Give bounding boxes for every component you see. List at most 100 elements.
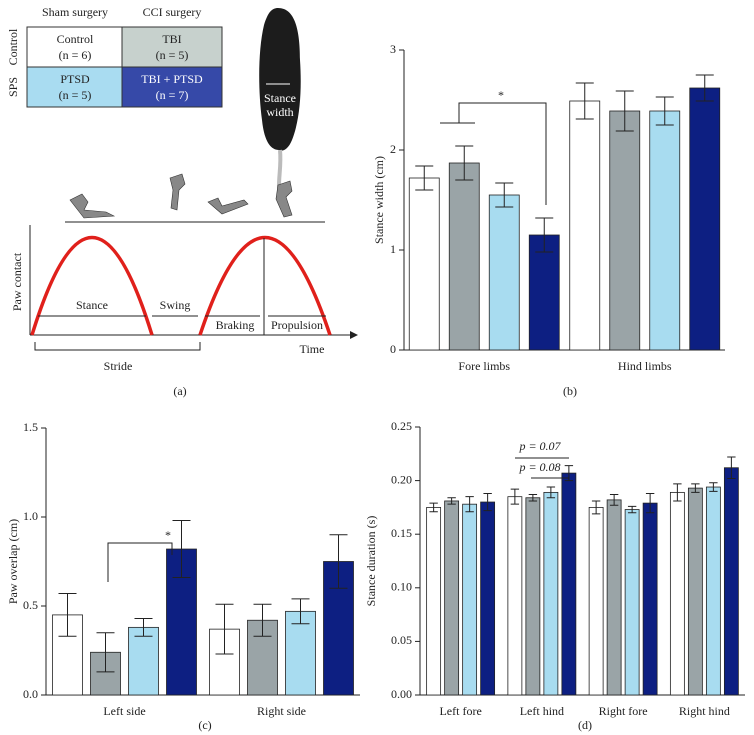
row-header: SPS: [6, 77, 20, 97]
x-tick-label: Right hind: [679, 704, 730, 718]
cell: [121, 26, 223, 68]
group-table: Sham surgery CCI surgery Control SPS Con…: [6, 5, 223, 108]
panel-label: (b): [563, 384, 577, 398]
gait-diagram: Stance Swing Braking Propulsion Time Paw…: [10, 173, 358, 373]
error-bar: [495, 182, 514, 208]
error-bar: [291, 598, 310, 625]
y-tick-label: 0.05: [391, 633, 412, 647]
bar: [285, 610, 316, 696]
cell-n: (n = 6): [59, 48, 92, 62]
error-bar: [58, 593, 77, 637]
error-bar: [691, 483, 700, 493]
x-tick-label: Left hind: [520, 704, 564, 718]
panel-label: (c): [198, 718, 211, 732]
cell: [121, 66, 223, 108]
significance-bracket: [107, 542, 173, 582]
bar: [426, 506, 442, 696]
row-header: Control: [6, 28, 20, 65]
y-tick-label: 0.15: [391, 526, 412, 540]
bar: [128, 626, 159, 696]
panel-label: (a): [173, 384, 186, 398]
cell-label: Control: [57, 32, 94, 46]
bar: [528, 234, 560, 351]
annotation: *: [498, 88, 504, 102]
bar: [687, 487, 703, 696]
y-tick-label: 0.5: [23, 598, 38, 612]
cell-n: (n = 7): [156, 88, 189, 102]
y-tick-label: 1.0: [23, 509, 38, 523]
y-tick-label: 0.25: [391, 419, 412, 433]
error-bar: [709, 482, 718, 492]
bar: [569, 100, 601, 351]
x-axis-label: Time: [300, 342, 325, 356]
y-axis-label: Stance width (cm): [372, 156, 386, 244]
cell-label: TBI + PTSD: [141, 72, 203, 86]
bar: [669, 491, 685, 696]
cell: [26, 26, 123, 68]
bar: [609, 110, 641, 351]
y-tick-label: 1.5: [23, 420, 38, 434]
error-bar: [528, 494, 538, 502]
y-axis-label: Stance duration (s): [364, 516, 378, 607]
photo-label: Stance: [264, 91, 296, 105]
cell-n: (n = 5): [156, 48, 189, 62]
cell: [26, 66, 123, 108]
cycle-label: Stride: [104, 359, 133, 373]
error-bar: [535, 217, 554, 253]
x-tick-label: Left side: [103, 704, 145, 718]
paw-icons: [69, 173, 293, 219]
y-tick-label: 0.20: [391, 472, 412, 486]
bar: [606, 499, 622, 696]
y-tick-label: 1: [390, 242, 396, 256]
error-bar: [591, 500, 601, 515]
axis-arrow: [350, 331, 358, 339]
x-tick-label: Fore limbs: [458, 359, 510, 373]
panel-label: (d): [578, 718, 592, 732]
bar: [408, 177, 440, 351]
error-bar: [429, 502, 438, 513]
error-bar: [609, 494, 619, 506]
error-bar: [645, 492, 655, 514]
stance-curve: [198, 235, 332, 336]
error-bar: [655, 96, 674, 126]
y-tick-label: 0: [390, 342, 396, 356]
bar: [649, 110, 681, 351]
y-tick-label: 2: [390, 142, 396, 156]
rat-body: [259, 8, 301, 151]
y-axis-label: Paw contact: [10, 252, 24, 311]
error-bar: [546, 486, 556, 499]
bar: [561, 472, 577, 696]
y-tick-label: 0.10: [391, 580, 412, 594]
stride-brace: [34, 342, 201, 351]
error-bar: [455, 145, 474, 181]
phase-label: Propulsion: [271, 318, 323, 332]
bar: [448, 162, 480, 351]
error-bar: [673, 483, 682, 502]
bar: [624, 509, 640, 696]
error-bar: [627, 505, 637, 514]
bar: [588, 506, 604, 696]
photo-label: width: [266, 105, 293, 119]
error-bar: [215, 603, 234, 655]
y-tick-label: 0.0: [23, 687, 38, 701]
error-bar: [172, 520, 191, 579]
error-bar: [510, 488, 520, 505]
stance-curve: [30, 235, 154, 336]
bar: [507, 496, 523, 696]
error-bar: [96, 632, 115, 673]
bar: [444, 500, 460, 696]
error-bar: [447, 497, 456, 505]
x-tick-label: Left fore: [439, 704, 481, 718]
column-header: Sham surgery: [42, 5, 108, 19]
rat-photo: Stance width: [259, 8, 301, 201]
error-bar: [465, 496, 474, 513]
bar: [462, 503, 478, 696]
x-tick-label: Right side: [257, 704, 306, 718]
column-header: CCI surgery: [143, 5, 202, 19]
bar: [480, 501, 496, 696]
bar: [723, 467, 739, 696]
x-tick-label: Hind limbs: [618, 359, 672, 373]
error-bar: [575, 82, 594, 120]
bar: [543, 491, 559, 696]
